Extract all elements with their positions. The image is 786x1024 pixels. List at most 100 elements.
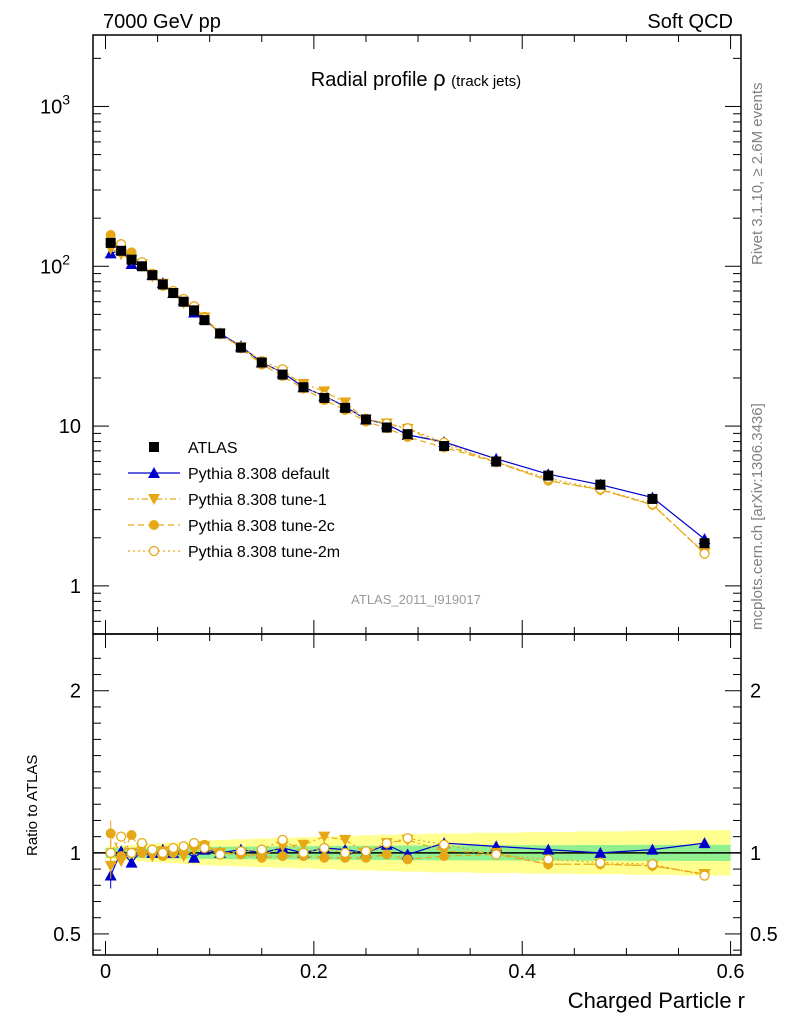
plot-title: Radial profile ρ (track jets) <box>311 66 521 91</box>
main-point-atlas <box>147 270 158 281</box>
legend-label-pythia-8-308-tune-2m: Pythia 8.308 tune-2m <box>188 544 340 561</box>
ratio-point-pythia-8-308-tune-1 <box>276 841 289 853</box>
ratio-point-pythia-8-308-tune-2m <box>199 842 210 854</box>
ratio-point-pythia-8-308-tune-2c <box>256 852 267 863</box>
ratio-point-pythia-8-308-tune-2m <box>438 839 450 850</box>
x-tick-label: 0.4 <box>508 961 536 983</box>
ratio-point-pythia-8-308-tune-2m <box>381 837 392 849</box>
ratio-point-pythia-8-308-default <box>698 837 711 849</box>
ratio-point-pythia-8-308-tune-1 <box>297 839 310 851</box>
ratio-panel-series <box>104 820 711 889</box>
main-point-atlas <box>381 422 392 433</box>
ratio-y-tick-label-right: 2 <box>750 681 761 703</box>
ratio-point-pythia-8-308-tune-1 <box>146 851 159 863</box>
main-point-atlas <box>543 470 554 481</box>
main-point-atlas <box>157 279 168 290</box>
main-point-atlas <box>402 429 413 440</box>
header-left: 7000 GeV pp <box>103 11 221 33</box>
main-y-tick-label: 10 <box>59 416 81 438</box>
ratio-point-pythia-8-308-tune-1 <box>339 834 352 846</box>
ratio-panel-frame <box>92 633 742 956</box>
plot-title-suffix: (track jets) <box>451 73 521 90</box>
ratio-point-pythia-8-308-tune-2m <box>157 847 168 859</box>
main-point-atlas <box>136 261 147 272</box>
main-y-tick-label: 1 <box>70 576 81 598</box>
ratio-point-pythia-8-308-tune-2m <box>298 847 309 859</box>
ratio-y-tick-label: 1 <box>70 843 81 865</box>
ratio-y-tick-label: 2 <box>70 681 81 703</box>
legend-marker-pythia-8-308-tune-1 <box>148 494 160 505</box>
legend-label-atlas: ATLAS <box>188 440 238 457</box>
main-point-pythia-8-308-tune-2m <box>699 548 710 559</box>
mcplots-label: mcplots.cern.ch [arXiv:1306.3436] <box>749 403 766 630</box>
main-point-atlas <box>298 382 309 393</box>
ratio-point-pythia-8-308-tune-2m <box>543 854 554 865</box>
ratio-point-pythia-8-308-default <box>125 856 138 868</box>
ratio-point-pythia-8-308-tune-2m <box>491 849 502 860</box>
ratio-point-pythia-8-308-tune-2m <box>168 842 179 854</box>
ratio-point-pythia-8-308-tune-2m <box>339 847 351 859</box>
main-y-tick-label: 103 <box>40 91 70 118</box>
main-point-atlas <box>647 493 658 504</box>
main-point-atlas <box>439 441 450 452</box>
ratio-point-pythia-8-308-tune-2m <box>360 846 372 857</box>
ratio-point-pythia-8-308-tune-2m <box>188 837 200 849</box>
ratio-point-pythia-8-308-default <box>188 851 201 863</box>
ratio-point-pythia-8-308-tune-1 <box>318 831 331 843</box>
ratio-point-pythia-8-308-tune-2c <box>381 849 392 860</box>
main-point-atlas <box>116 245 127 256</box>
main-point-atlas <box>178 296 189 307</box>
main-point-atlas <box>319 392 330 403</box>
main-point-atlas <box>491 456 502 467</box>
main-point-atlas <box>189 305 200 316</box>
ratio-point-pythia-8-308-default <box>542 843 555 855</box>
main-point-atlas <box>595 479 606 490</box>
main-point-atlas <box>699 538 710 549</box>
legend-marker-pythia-8-308-default <box>148 467 160 478</box>
analysis-label: ATLAS_2011_I919017 <box>351 592 481 607</box>
main-point-pythia-8-308-tune-2c <box>105 230 116 241</box>
main-y-tick-exponent: 3 <box>62 91 70 107</box>
legend-label-pythia-8-308-tune-2c: Pythia 8.308 tune-2c <box>188 518 335 535</box>
ratio-point-pythia-8-308-tune-2c <box>126 830 137 841</box>
main-point-atlas <box>215 328 226 339</box>
ratio-point-pythia-8-308-tune-2m <box>699 870 710 881</box>
legend-marker-pythia-8-308-tune-2m <box>148 545 160 557</box>
ratio-point-pythia-8-308-tune-2c <box>439 851 450 862</box>
ratio-point-pythia-8-308-tune-2c <box>277 851 288 862</box>
ratio-y-axis-label: Ratio to ATLAS <box>24 755 41 856</box>
legend-label-pythia-8-308-tune-1: Pythia 8.308 tune-1 <box>188 492 327 509</box>
main-point-atlas <box>168 288 179 299</box>
main-point-atlas <box>199 315 210 326</box>
ratio-y-tick-label: 0.5 <box>53 924 81 946</box>
ratio-point-pythia-8-308-tune-2c <box>319 852 330 863</box>
x-tick-label: 0 <box>100 961 111 983</box>
legend-marker-pythia-8-308-tune-2c <box>149 520 159 530</box>
main-point-atlas <box>277 369 288 380</box>
ratio-point-pythia-8-308-tune-2m <box>319 842 330 854</box>
main-y-tick-exponent: 2 <box>62 251 70 267</box>
ratio-point-pythia-8-308-tune-2m <box>214 849 226 860</box>
ratio-point-pythia-8-308-tune-2c <box>402 854 413 865</box>
main-point-atlas <box>360 414 371 425</box>
main-point-atlas <box>105 237 116 248</box>
legend-marker-atlas <box>149 442 159 452</box>
main-line-pythia-8-308-tune-1 <box>110 248 705 554</box>
ratio-point-pythia-8-308-tune-2m <box>235 846 247 857</box>
ratio-point-pythia-8-308-tune-2m <box>136 837 148 849</box>
ratio-point-pythia-8-308-tune-2m <box>115 831 127 842</box>
header-right: Soft QCD <box>647 11 733 33</box>
main-y-tick-label: 102 <box>40 251 70 278</box>
ratio-point-pythia-8-308-default <box>594 846 607 858</box>
main-point-atlas <box>340 402 351 413</box>
main-y-tick-base: 1 <box>70 576 81 598</box>
ratio-point-pythia-8-308-tune-2m <box>647 859 658 870</box>
ratio-point-pythia-8-308-tune-1 <box>104 860 117 872</box>
x-tick-label: 0.6 <box>717 961 745 983</box>
ratio-point-pythia-8-308-tune-2m <box>147 844 158 855</box>
main-point-atlas <box>126 254 137 265</box>
main-panel-series <box>104 230 711 559</box>
rivet-label: Rivet 3.1.10, ≥ 2.6M events <box>749 83 766 266</box>
